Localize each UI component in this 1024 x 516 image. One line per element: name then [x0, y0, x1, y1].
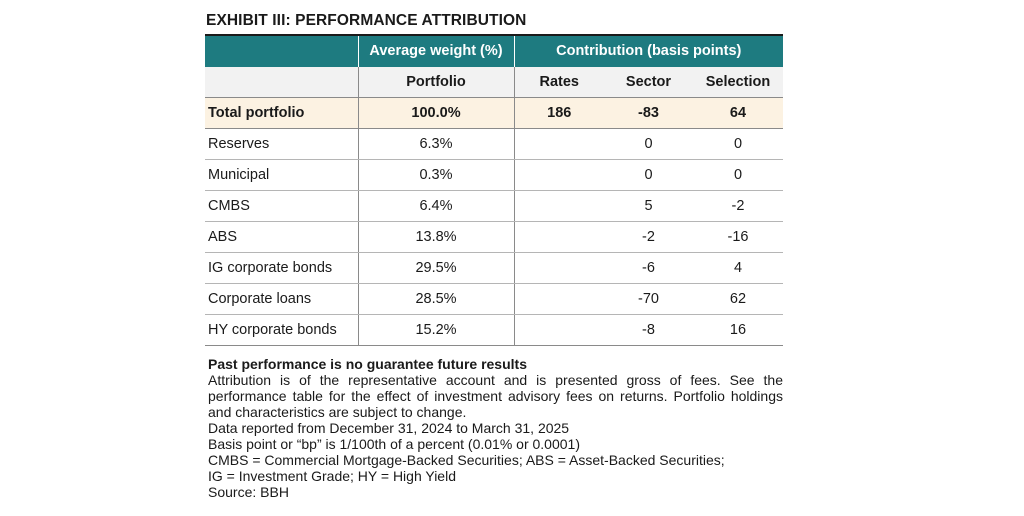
row-sector: -70	[604, 283, 693, 315]
row-rates	[514, 128, 604, 160]
total-row: Total portfolio 100.0% 186 -83 64	[205, 97, 783, 129]
header-avg-weight: Average weight (%)	[358, 36, 515, 67]
basis-point-note: Basis point or “bp” is 1/100th of a perc…	[208, 436, 580, 452]
row-weight: 0.3%	[358, 159, 515, 191]
total-rates: 186	[514, 97, 604, 129]
footnotes: Past performance is no guarantee future …	[205, 356, 783, 500]
total-sector: -83	[604, 97, 693, 129]
row-sector: -2	[604, 221, 693, 253]
row-rates	[514, 190, 604, 222]
row-sector: 5	[604, 190, 693, 222]
row-weight: 6.4%	[358, 190, 515, 222]
total-weight: 100.0%	[358, 97, 515, 129]
row-label: Municipal	[205, 159, 359, 191]
attribution-table: Average weight (%) Contribution (basis p…	[205, 36, 783, 346]
table-row: Municipal 0.3% 0 0	[205, 159, 783, 191]
header-rates: Rates	[514, 67, 604, 98]
row-selection: 4	[693, 252, 783, 284]
row-sector: -8	[604, 314, 693, 346]
row-weight: 6.3%	[358, 128, 515, 160]
row-rates	[514, 159, 604, 191]
table-row: HY corporate bonds 15.2% -8 16	[205, 314, 783, 346]
abbreviations-note-2: IG = Investment Grade; HY = High Yield	[208, 468, 456, 484]
period-note: Data reported from December 31, 2024 to …	[208, 420, 570, 436]
disclaimer: Past performance is no guarantee future …	[208, 356, 527, 372]
table-row: ABS 13.8% -2 -16	[205, 221, 783, 253]
row-selection: -2	[693, 190, 783, 222]
row-selection: 16	[693, 314, 783, 346]
row-weight: 13.8%	[358, 221, 515, 253]
source-note: Source: BBH	[208, 484, 289, 500]
row-sector: 0	[604, 159, 693, 191]
header-selection: Selection	[693, 67, 783, 98]
row-rates	[514, 283, 604, 315]
header-contribution: Contribution (basis points)	[514, 36, 783, 67]
row-sector: 0	[604, 128, 693, 160]
row-label: HY corporate bonds	[205, 314, 359, 346]
header-corner-2	[205, 67, 359, 98]
row-label: ABS	[205, 221, 359, 253]
row-selection: 0	[693, 128, 783, 160]
row-selection: -16	[693, 221, 783, 253]
total-label: Total portfolio	[205, 97, 359, 129]
row-label: Reserves	[205, 128, 359, 160]
total-selection: 64	[693, 97, 783, 129]
attribution-note: Attribution is of the representative acc…	[208, 372, 783, 420]
header-row-1: Average weight (%) Contribution (basis p…	[205, 36, 783, 67]
row-rates	[514, 221, 604, 253]
exhibit: EXHIBIT III: PERFORMANCE ATTRIBUTION Ave…	[205, 0, 783, 500]
row-rates	[514, 252, 604, 284]
exhibit-title: EXHIBIT III: PERFORMANCE ATTRIBUTION	[205, 0, 783, 36]
header-corner	[205, 36, 359, 67]
abbreviations-note-1: CMBS = Commercial Mortgage-Backed Securi…	[208, 452, 725, 468]
row-weight: 28.5%	[358, 283, 515, 315]
row-label: IG corporate bonds	[205, 252, 359, 284]
table-row: IG corporate bonds 29.5% -6 4	[205, 252, 783, 284]
header-sector: Sector	[604, 67, 693, 98]
header-row-2: Portfolio Rates Sector Selection	[205, 67, 783, 98]
row-label: CMBS	[205, 190, 359, 222]
table-row: Reserves 6.3% 0 0	[205, 128, 783, 160]
row-selection: 0	[693, 159, 783, 191]
row-label: Corporate loans	[205, 283, 359, 315]
header-portfolio: Portfolio	[358, 67, 515, 98]
row-weight: 29.5%	[358, 252, 515, 284]
table-row: Corporate loans 28.5% -70 62	[205, 283, 783, 315]
row-sector: -6	[604, 252, 693, 284]
row-rates	[514, 314, 604, 346]
table-row: CMBS 6.4% 5 -2	[205, 190, 783, 222]
row-selection: 62	[693, 283, 783, 315]
row-weight: 15.2%	[358, 314, 515, 346]
